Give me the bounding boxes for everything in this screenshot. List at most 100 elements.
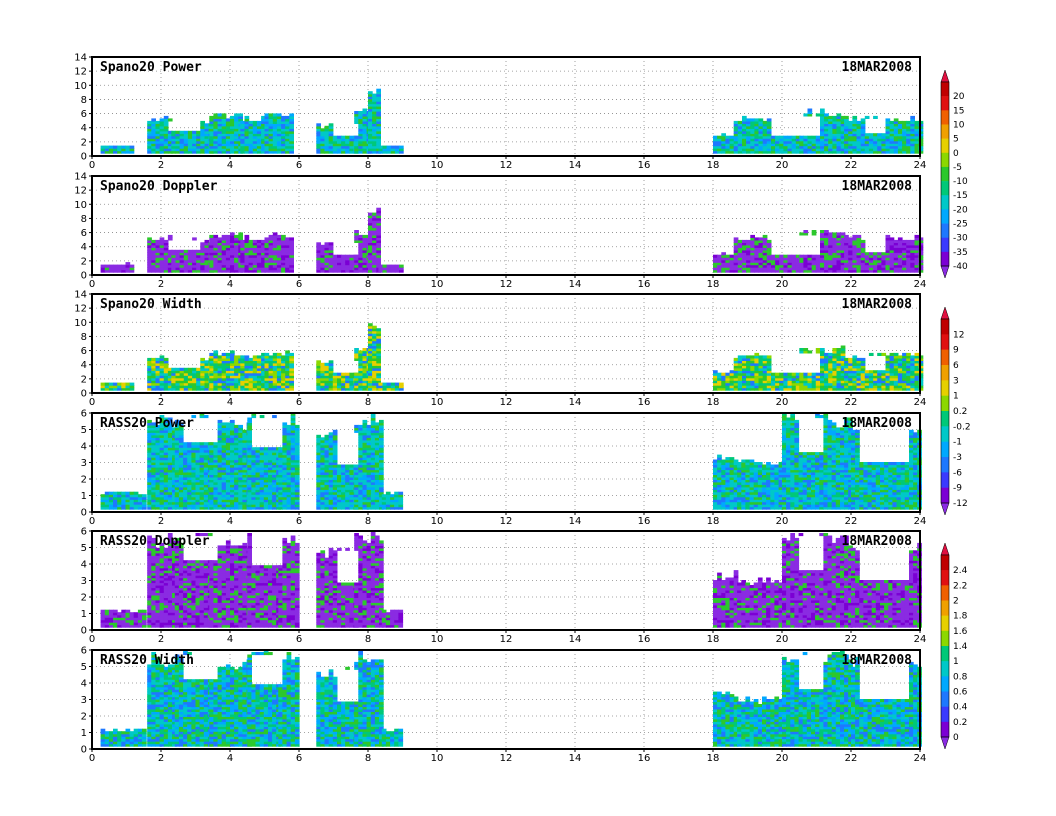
heatmap-cell xyxy=(881,135,887,139)
heatmap-cell xyxy=(281,257,286,261)
heatmap-cell xyxy=(159,257,165,261)
heatmap-cell xyxy=(910,125,915,129)
heatmap-cell xyxy=(172,489,177,493)
heatmap-cell xyxy=(159,123,165,127)
heatmap-cell xyxy=(324,380,330,384)
heatmap-cell xyxy=(840,128,846,132)
heatmap-cell xyxy=(729,267,735,271)
heatmap-cell xyxy=(885,120,891,124)
heatmap-cell xyxy=(163,145,169,149)
heatmap-cell xyxy=(221,484,227,488)
heatmap-cell xyxy=(155,442,161,446)
heatmap-cell xyxy=(281,380,286,384)
heatmap-cell xyxy=(341,382,346,386)
heatmap-cell xyxy=(852,267,858,271)
heatmap-cell xyxy=(174,439,180,443)
y-tick-label: 4 xyxy=(81,242,87,253)
heatmap-cell xyxy=(230,244,235,248)
heatmap-cell xyxy=(147,434,152,438)
heatmap-cell xyxy=(399,148,404,152)
heatmap-cell xyxy=(230,422,235,426)
heatmap-cell xyxy=(230,120,235,124)
heatmap-cell xyxy=(285,367,290,371)
heatmap-cell xyxy=(856,262,862,266)
heatmap-cell xyxy=(147,454,152,458)
heatmap-cell xyxy=(349,262,355,266)
heatmap-cell xyxy=(844,239,849,243)
heatmap-cell xyxy=(889,264,895,268)
heatmap-cell xyxy=(742,264,747,268)
heatmap-cell xyxy=(376,135,381,139)
heatmap-cell xyxy=(824,237,829,241)
heatmap-cell xyxy=(725,380,731,384)
heatmap-cell xyxy=(167,372,173,376)
heatmap-cell xyxy=(873,385,878,389)
heatmap-cell xyxy=(844,143,849,147)
heatmap-cell xyxy=(209,496,214,500)
heatmap-cell xyxy=(316,148,321,152)
heatmap-cell xyxy=(856,257,862,261)
heatmap-cell xyxy=(230,355,235,359)
heatmap-cell xyxy=(113,496,118,500)
heatmap-cell xyxy=(733,237,739,241)
heatmap-cell xyxy=(159,133,165,137)
heatmap-cell xyxy=(178,489,184,493)
heatmap-cell xyxy=(832,123,838,127)
heatmap-cell xyxy=(868,387,874,391)
heatmap-cell xyxy=(914,234,920,238)
heatmap-cell xyxy=(272,244,278,248)
heatmap-cell xyxy=(240,380,245,384)
heatmap-cell xyxy=(217,459,223,463)
heatmap-cell xyxy=(117,496,122,500)
heatmap-cell xyxy=(873,380,878,384)
heatmap-cell xyxy=(230,138,235,142)
heatmap-cell xyxy=(225,259,231,263)
heatmap-cell xyxy=(268,249,274,253)
heatmap-cell xyxy=(791,257,797,261)
heatmap-cell xyxy=(372,125,377,129)
heatmap-cell xyxy=(281,370,286,374)
heatmap-cell xyxy=(737,133,743,137)
heatmap-cell xyxy=(358,150,363,154)
heatmap-cell xyxy=(285,123,290,127)
heatmap-cell xyxy=(268,259,274,263)
heatmap-cell xyxy=(285,360,290,364)
heatmap-cell xyxy=(238,232,243,236)
heatmap-cell xyxy=(725,135,731,139)
heatmap-cell xyxy=(783,140,789,144)
heatmap-cell xyxy=(183,259,189,263)
heatmap-cell xyxy=(803,140,809,144)
heatmap-cell xyxy=(376,372,381,376)
heatmap-cell xyxy=(754,382,760,386)
heatmap-cell xyxy=(856,123,862,127)
heatmap-cell xyxy=(147,499,152,503)
heatmap-cell xyxy=(276,362,282,366)
heatmap-cell xyxy=(285,357,290,361)
y-tick-label: 0 xyxy=(81,389,87,400)
heatmap-cell xyxy=(844,150,849,154)
heatmap-cell xyxy=(856,365,862,369)
heatmap-cell xyxy=(840,115,846,119)
heatmap-cell xyxy=(244,143,250,147)
heatmap-cell xyxy=(889,133,895,137)
heatmap-cell xyxy=(372,257,377,261)
heatmap-cell xyxy=(268,269,274,273)
heatmap-cell xyxy=(151,422,156,426)
heatmap-cell xyxy=(372,247,377,251)
heatmap-cell xyxy=(803,377,809,381)
heatmap-cell xyxy=(902,362,907,366)
heatmap-cell xyxy=(762,385,768,389)
panel-title: Spano20 Width xyxy=(100,297,202,312)
heatmap-cell xyxy=(860,133,866,137)
heatmap-cell xyxy=(221,115,227,119)
heatmap-cell xyxy=(175,262,181,266)
heatmap-cell xyxy=(234,375,239,379)
heatmap-cell xyxy=(860,262,866,266)
heatmap-cell xyxy=(285,148,290,152)
heatmap-cell xyxy=(125,262,131,266)
heatmap-cell xyxy=(204,130,210,134)
heatmap-cell xyxy=(766,252,772,256)
heatmap-cell xyxy=(175,259,181,263)
heatmap-cell xyxy=(742,130,747,134)
heatmap-cell xyxy=(372,267,377,271)
